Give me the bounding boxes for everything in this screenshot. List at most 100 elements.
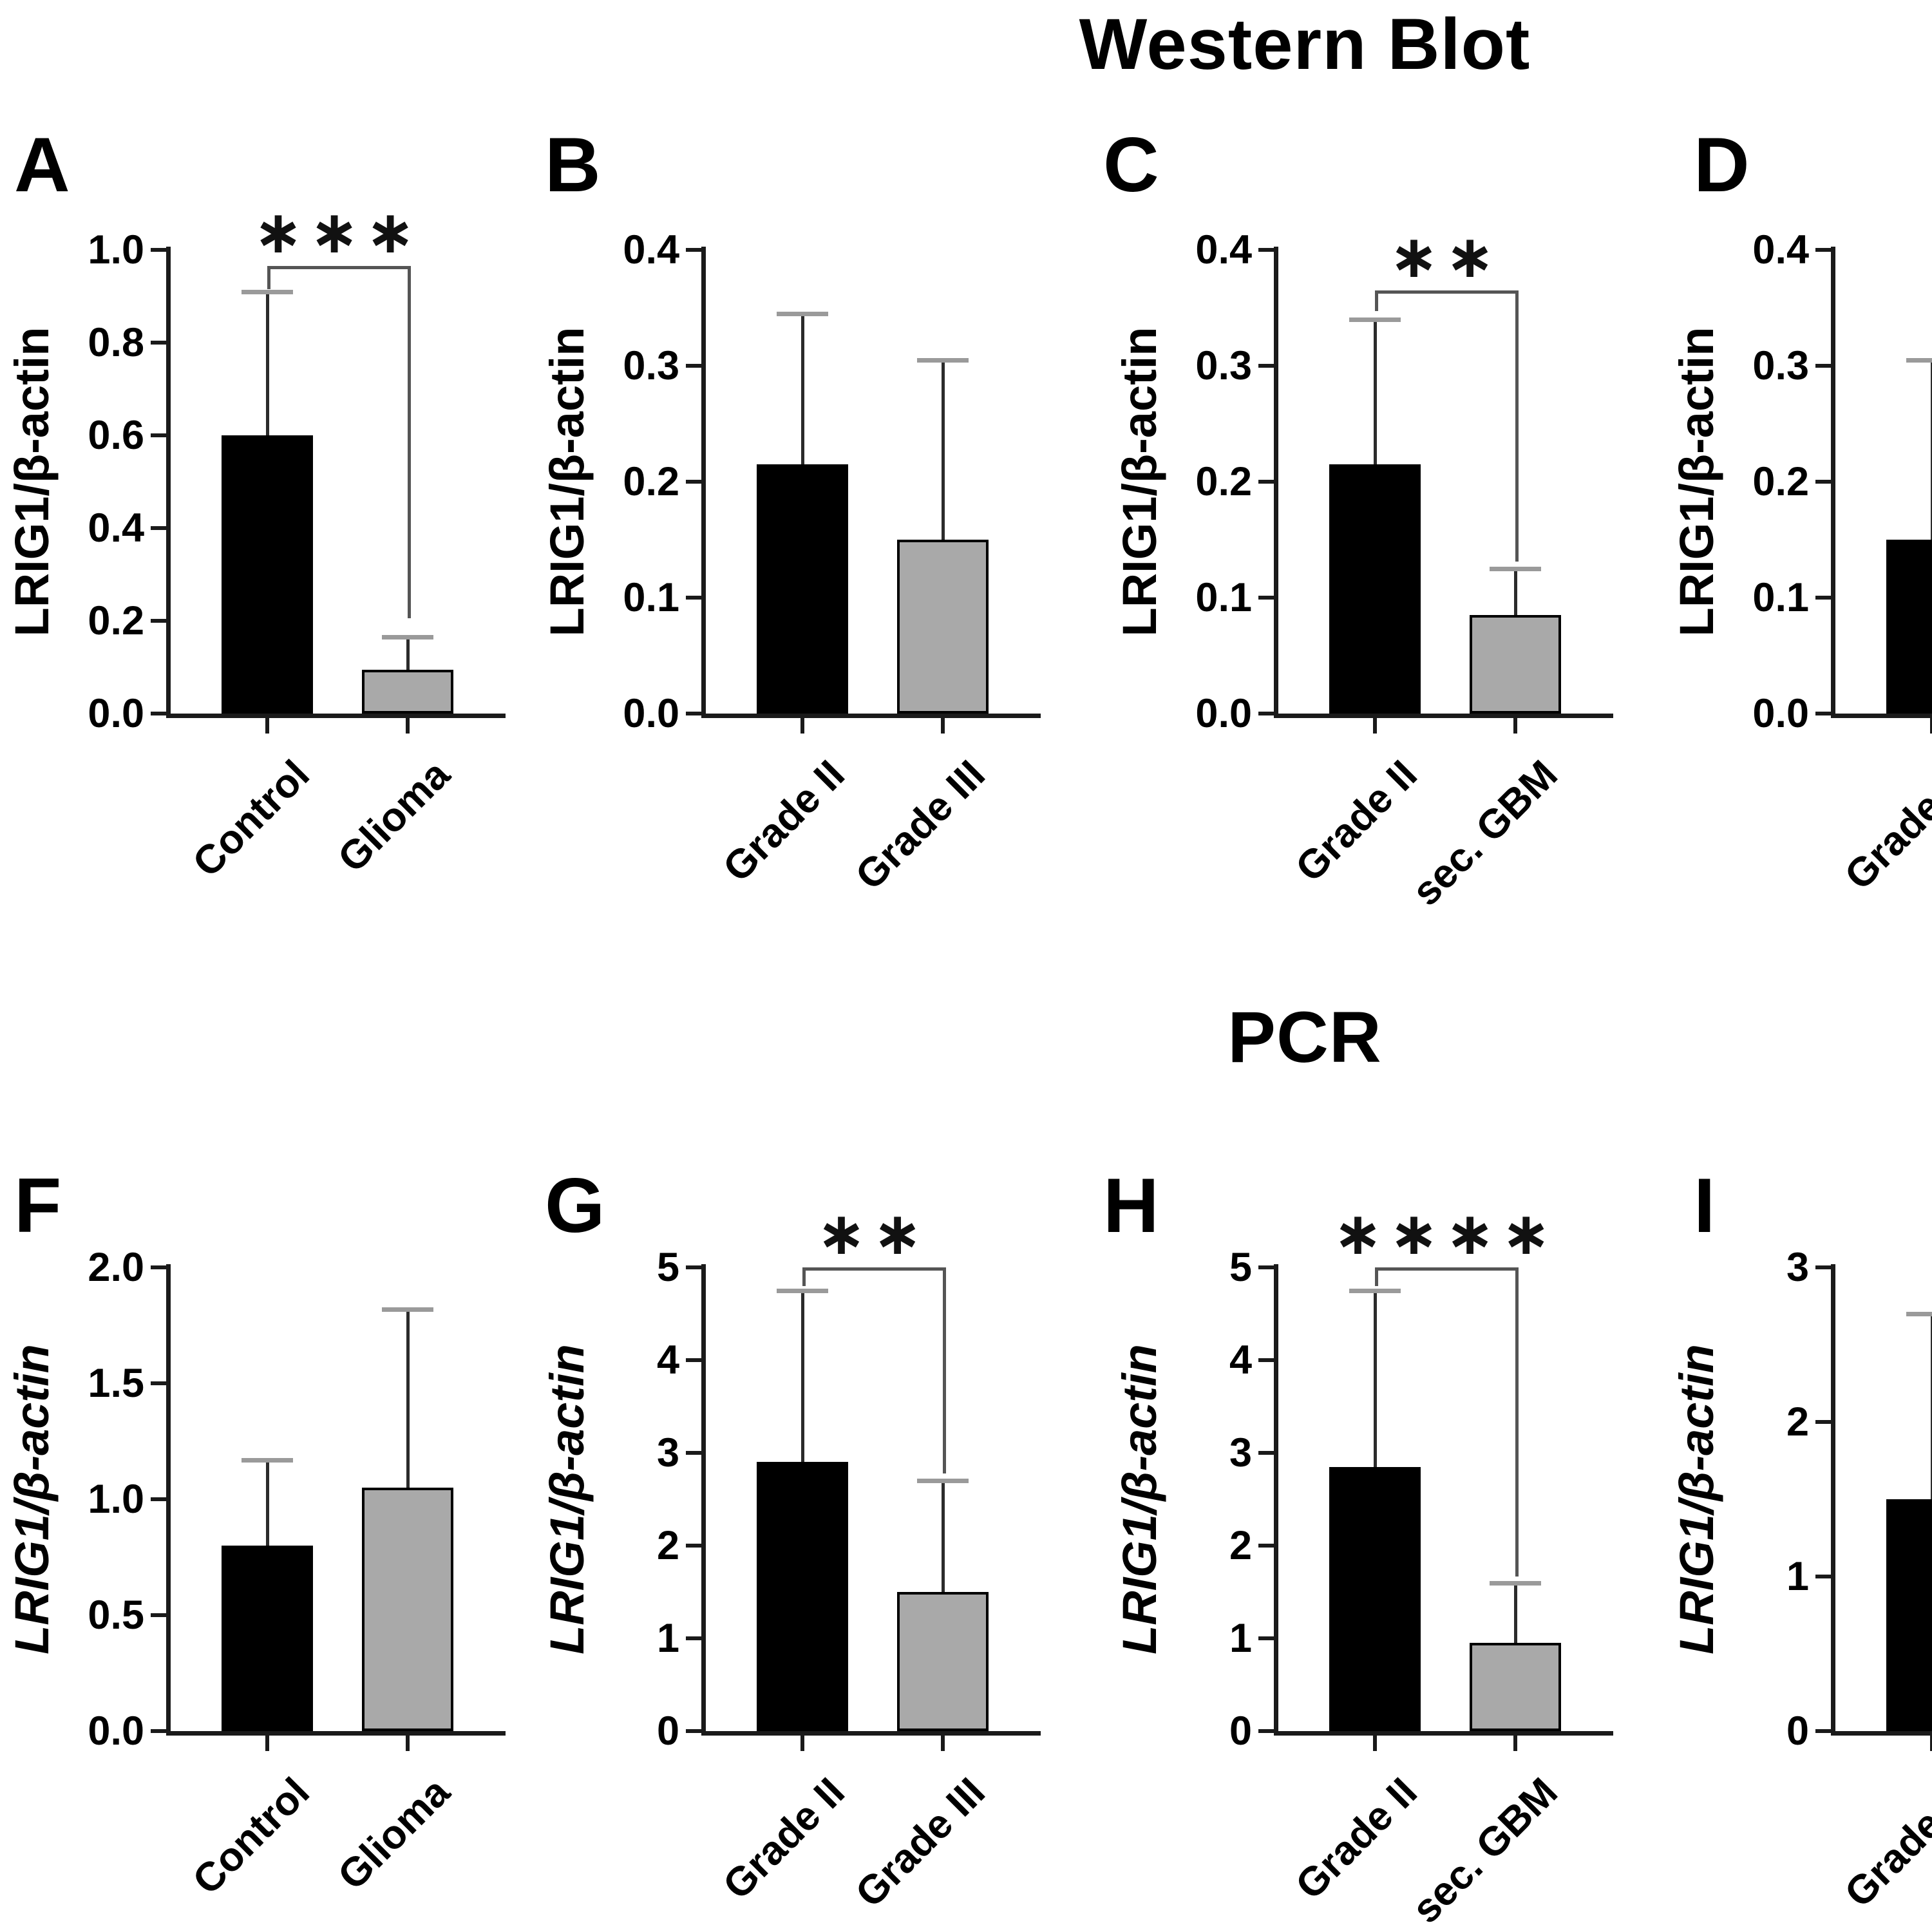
section-title-western-blot: Western Blot	[1079, 4, 1531, 84]
panel-c-y-tick-label: 0.3	[1195, 343, 1252, 388]
panel-c-y-tick	[1258, 596, 1274, 600]
panel-i-y-tick	[1815, 1575, 1831, 1578]
panel-d-y-tick	[1815, 248, 1831, 252]
panel-f-error-bar	[266, 1459, 269, 1546]
panel-b-y-axis	[701, 247, 706, 718]
panel-b-y-tick	[686, 596, 701, 600]
panel-h-letter: H	[1103, 1162, 1159, 1249]
panel-h-y-tick	[1258, 1451, 1274, 1455]
panel-c-y-tick	[1258, 480, 1274, 484]
panel-d-y-tick-label: 0.4	[1752, 227, 1809, 272]
panel-i-letter: I	[1694, 1162, 1716, 1249]
panel-c-y-tick-label: 0.4	[1195, 227, 1252, 272]
panel-a-y-tick-label: 0.6	[88, 413, 144, 458]
panel-f-error-cap	[242, 1457, 293, 1463]
panel-d-x-tick	[1930, 718, 1932, 734]
panel-g-y-axis-label: LRIG1/β-actin	[540, 1344, 594, 1654]
panel-g-x-tick	[941, 1736, 945, 1751]
panel-f-y-tick-label: 0.0	[88, 1709, 144, 1754]
panel-a-y-tick	[151, 712, 166, 715]
panel-i-y-axis-label: LRIG1/β-actin	[1670, 1344, 1723, 1654]
panel-g-bar-2	[897, 1592, 989, 1731]
panel-i-error-cap	[1906, 1312, 1932, 1316]
panel-g-y-tick-label: 3	[656, 1430, 679, 1475]
panel-d-y-tick-label: 0.3	[1752, 343, 1809, 388]
panel-a-error-bar	[406, 637, 410, 670]
panel-b-y-tick	[686, 480, 701, 484]
panel-i-error-bar	[1931, 1314, 1932, 1499]
panel-g-x-label: Grade II	[714, 1769, 853, 1908]
panel-h-bar-1	[1329, 1466, 1421, 1731]
panel-d-y-tick	[1815, 364, 1831, 368]
panel-f-y-tick	[151, 1381, 166, 1385]
panel-i-y-tick-label: 1	[1786, 1554, 1809, 1599]
panel-b-x-axis	[701, 714, 1041, 718]
panel-f-x-tick	[265, 1736, 269, 1751]
panel-a-y-axis	[166, 247, 171, 718]
panel-d-y-tick-label: 0.0	[1752, 691, 1809, 736]
panel-a-x-tick	[406, 718, 410, 734]
panel-i-bar-1	[1886, 1499, 1932, 1731]
panel-h-y-tick	[1258, 1265, 1274, 1269]
panel-a-error-cap	[242, 289, 293, 294]
panel-c-y-tick	[1258, 712, 1274, 715]
panel-f-y-tick	[151, 1613, 166, 1617]
panel-g-error-cap	[777, 1289, 828, 1293]
panel-h-error-cap	[1490, 1580, 1541, 1586]
panel-b-y-tick-label: 0.1	[623, 575, 679, 620]
panel-g-y-tick-label: 2	[656, 1523, 679, 1568]
panel-b-x-tick	[941, 718, 945, 734]
panel-i-y-tick-label: 3	[1786, 1245, 1809, 1290]
panel-d-x-label: Grade III	[1836, 752, 1932, 899]
panel-h-sig-stars: ∗∗∗∗	[1332, 1201, 1558, 1267]
panel-b-x-tick	[800, 718, 804, 734]
panel-f-letter: F	[14, 1162, 62, 1249]
panel-b-letter: B	[545, 122, 601, 208]
panel-f-error-cap	[382, 1307, 433, 1312]
panel-g-error-cap	[917, 1479, 969, 1484]
panel-a-y-tick	[151, 619, 166, 623]
panel-c-error-cap	[1349, 317, 1401, 322]
panel-c-y-tick	[1258, 248, 1274, 252]
panel-g-y-axis	[701, 1264, 706, 1736]
panel-a-bar-1	[222, 435, 313, 714]
panel-g-sig-bracket-h	[802, 1267, 943, 1271]
panel-h-sig-bracket-h	[1375, 1267, 1515, 1271]
panel-d-x-axis	[1831, 714, 1932, 718]
panel-d-bar-1	[1886, 540, 1932, 714]
panel-g-sig-bracket-left	[802, 1267, 806, 1286]
panel-f-x-label: Control	[184, 1769, 318, 1904]
panel-g-y-tick	[686, 1729, 701, 1733]
panel-c-y-tick-label: 0.0	[1195, 691, 1252, 736]
panel-f-y-tick-label: 1.0	[88, 1477, 144, 1522]
panel-a-y-tick	[151, 526, 166, 530]
panel-d-y-tick	[1815, 712, 1831, 715]
panel-b-y-tick-label: 0.4	[623, 227, 679, 272]
panel-h-x-axis	[1274, 1731, 1613, 1736]
panel-a-x-tick	[265, 718, 269, 734]
panel-g-y-tick	[686, 1358, 701, 1362]
panel-g-y-tick-label: 0	[656, 1709, 679, 1754]
panel-f-y-tick	[151, 1265, 166, 1269]
panel-b-bar-2	[897, 540, 989, 714]
section-title-pcr: PCR	[1227, 997, 1382, 1077]
panel-f-y-tick-label: 2.0	[88, 1245, 144, 1290]
panel-c-y-tick	[1258, 364, 1274, 368]
panel-h-sig-bracket-left	[1375, 1267, 1378, 1286]
panel-g-error-bar	[801, 1291, 804, 1463]
panel-h-y-tick	[1258, 1729, 1274, 1733]
panel-c-y-axis	[1274, 247, 1278, 718]
panel-g-y-tick	[686, 1265, 701, 1269]
panel-a-y-tick	[151, 248, 166, 252]
panel-h-y-tick-label: 0	[1229, 1709, 1252, 1754]
panel-c-sig-bracket-right	[1515, 290, 1519, 562]
panel-g-sig-bracket-right	[943, 1267, 946, 1473]
panel-c-y-tick-label: 0.1	[1195, 575, 1252, 620]
panel-i-y-tick	[1815, 1265, 1831, 1269]
panel-c-x-tick	[1513, 718, 1517, 734]
panel-f-y-tick-label: 0.5	[88, 1593, 144, 1638]
panel-a-y-tick-label: 0.4	[88, 506, 144, 551]
panel-d-error-cap	[1906, 358, 1932, 363]
panel-i-x-label: Grade III	[1836, 1769, 1932, 1917]
